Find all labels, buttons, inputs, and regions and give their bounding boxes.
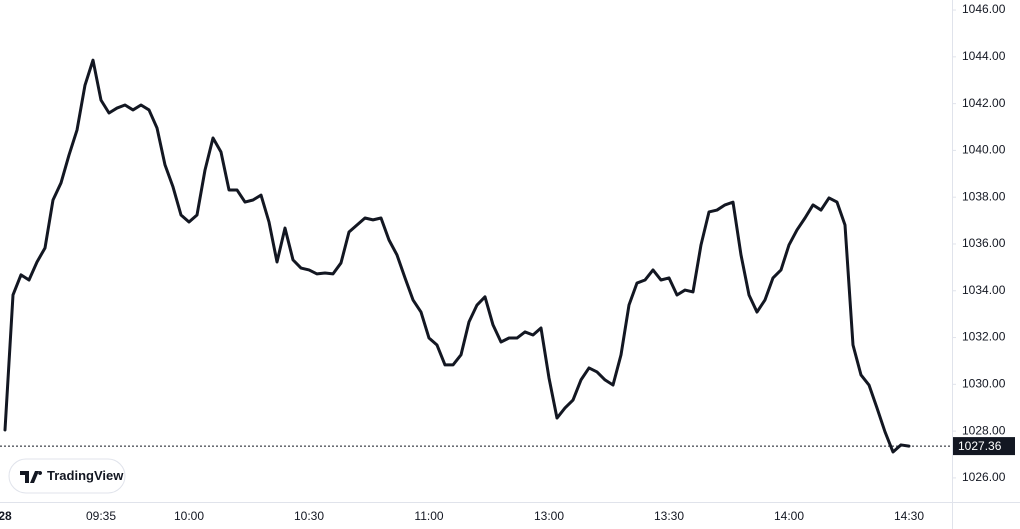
x-tick-label: 13:30 (654, 509, 684, 523)
x-tick-label: 13:00 (534, 509, 564, 523)
last-price-label: 1027.36 (958, 439, 1002, 453)
y-tick-label: 1042.00 (962, 96, 1006, 110)
last-price-box (953, 437, 1015, 456)
x-tick-label: 10:30 (294, 509, 324, 523)
price-line (3, 58, 911, 454)
watermark-badge (8, 458, 126, 494)
y-tick-label: 1030.00 (962, 377, 1006, 391)
y-tick-label: 1044.00 (962, 49, 1006, 63)
x-tick-label: 11:00 (414, 509, 443, 523)
y-tick-label: 1034.00 (962, 283, 1006, 297)
y-tick-label: 1028.00 (962, 423, 1006, 437)
y-tick-label: 1038.00 (962, 189, 1006, 203)
watermark: TradingView (8, 458, 126, 494)
x-tick-label: 09:35 (86, 509, 116, 523)
watermark-text: TradingView (47, 468, 124, 483)
y-tick-label: 1040.00 (962, 143, 1006, 157)
x-tick-label: 14:00 (774, 509, 804, 523)
y-tick-label: 1032.00 (962, 330, 1006, 344)
x-tick-label: 10:00 (174, 509, 204, 523)
watermark-logo (20, 471, 43, 483)
x-tick-label: 14:30 (894, 509, 924, 523)
x-tick-label: 28 (0, 509, 12, 523)
y-tick-label: 1046.00 (962, 2, 1006, 16)
y-tick-label: 1026.00 (962, 470, 1006, 484)
y-tick-label: 1036.00 (962, 236, 1006, 250)
